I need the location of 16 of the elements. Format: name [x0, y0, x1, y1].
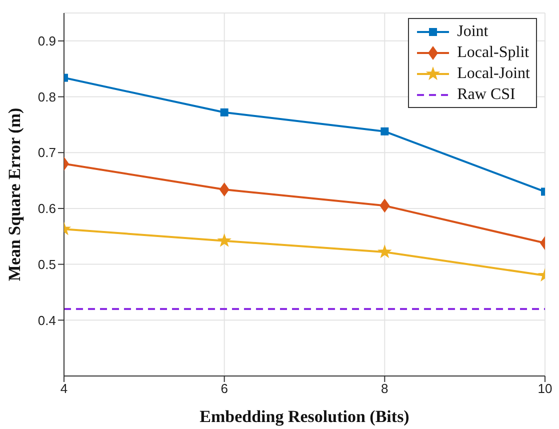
x-axis-title: Embedding Resolution (Bits)	[200, 407, 410, 426]
legend-label: Local-Split	[457, 43, 530, 63]
legend-label: Joint	[457, 22, 488, 42]
y-tick-label: 0.6	[38, 201, 56, 216]
y-tick-label: 0.4	[38, 312, 56, 328]
y-tick-label: 0.9	[38, 34, 56, 49]
y-tick-label: 0.5	[38, 256, 56, 272]
x-tick-label: 6	[220, 381, 228, 396]
x-tick-label: 4	[60, 381, 68, 396]
x-tick-label: 10	[538, 381, 552, 396]
y-tick-label: 0.8	[38, 89, 56, 104]
legend-label: Raw CSI	[457, 85, 516, 105]
x-tick-label: 8	[381, 381, 388, 396]
legend-label: Local-Joint	[457, 64, 530, 84]
y-axis-title: Mean Square Error (m)	[5, 108, 24, 282]
y-tick-label: 0.7	[38, 145, 56, 160]
